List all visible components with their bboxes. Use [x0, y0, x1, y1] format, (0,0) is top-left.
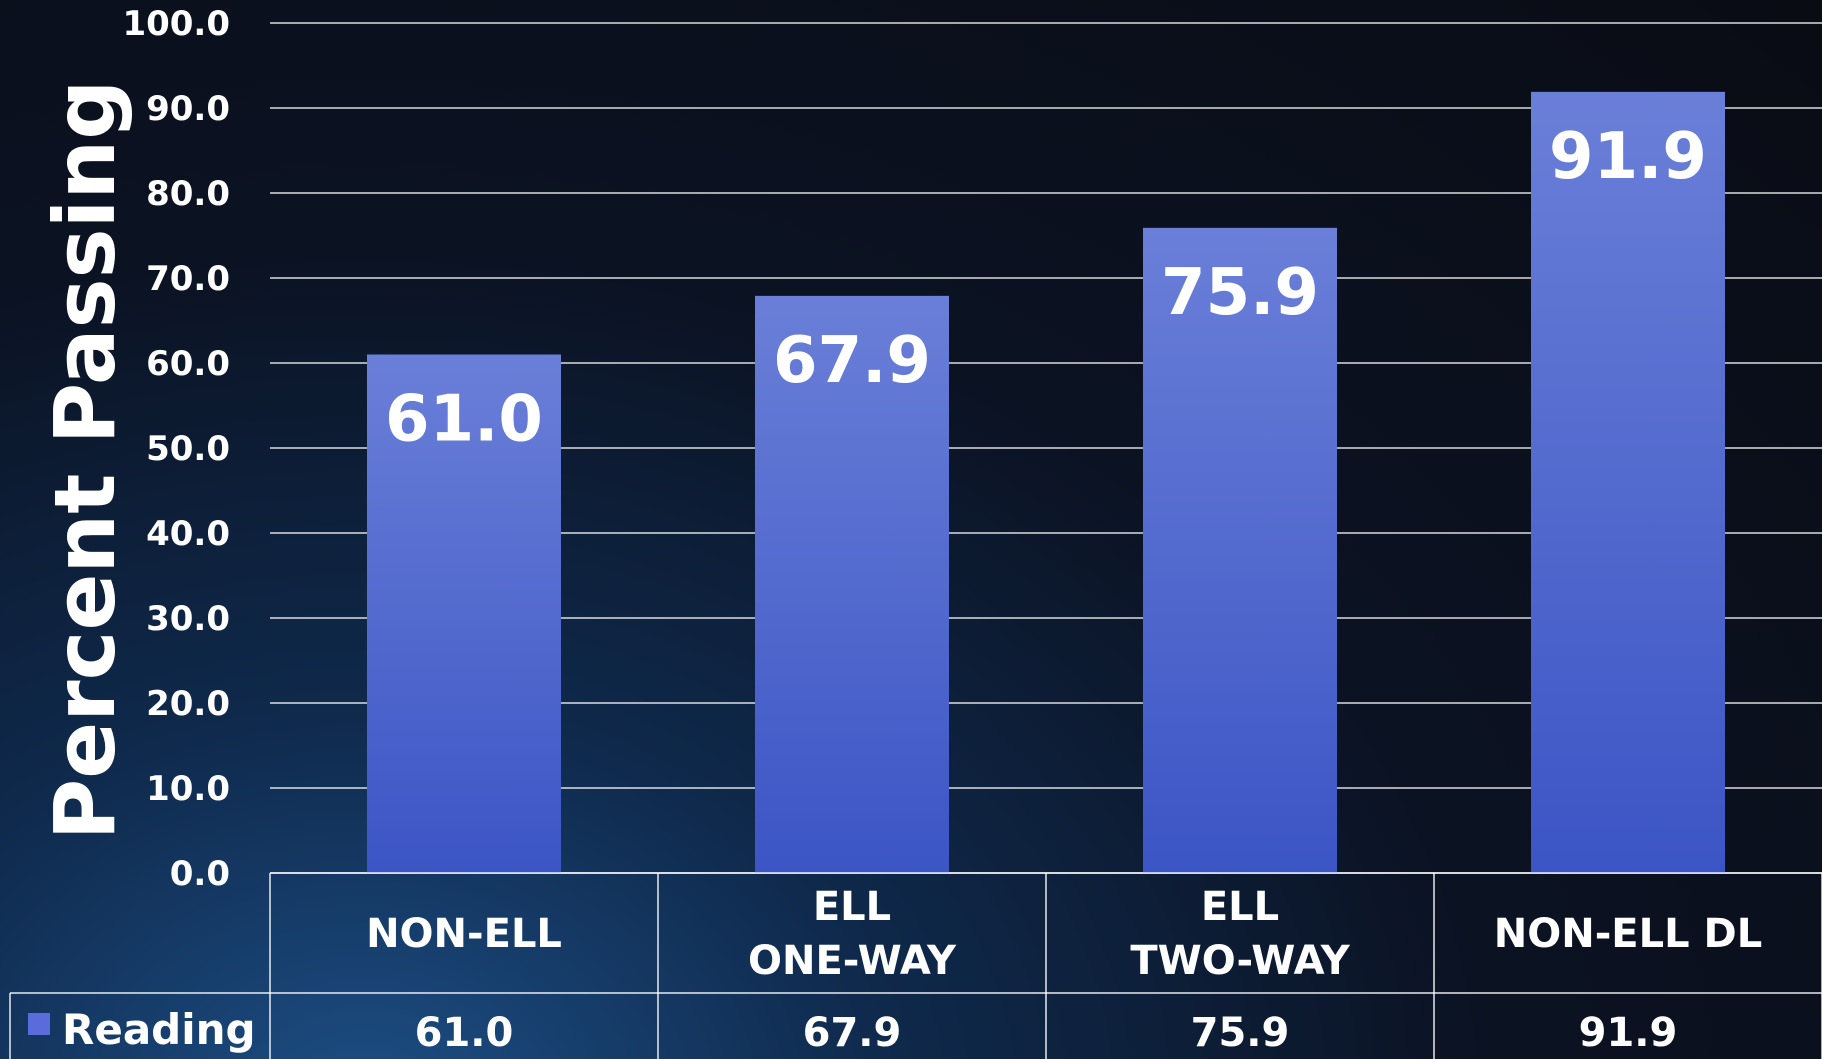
bar-value-labels: 61.0 67.9 75.9 91.9: [385, 120, 1707, 457]
table-cell-value: 75.9: [1191, 1010, 1290, 1056]
bar: [367, 354, 561, 873]
table-cell-value: 61.0: [415, 1010, 514, 1056]
bar: [1143, 227, 1337, 874]
y-tick-label: 60.0: [146, 344, 230, 384]
legend-series-name: Reading: [62, 1005, 256, 1054]
bar: [1531, 91, 1725, 874]
bar-value-label: 61.0: [385, 383, 543, 457]
category-label: TWO-WAY: [1130, 938, 1350, 984]
category-label: NON-ELL: [366, 911, 562, 957]
y-tick-label: 80.0: [146, 174, 230, 214]
y-tick-label: 100.0: [122, 4, 230, 44]
data-table: NON-ELL ELL ONE-WAY ELL TWO-WAY NON-ELL DL Rea…: [9, 872, 1822, 1059]
y-tick-label: 70.0: [146, 259, 230, 299]
y-tick-label: 30.0: [146, 599, 230, 639]
bar: [755, 295, 949, 874]
y-tick-label: 0.0: [170, 854, 230, 894]
table-cell-value: 67.9: [803, 1010, 902, 1056]
bars: [367, 91, 1725, 874]
legend-swatch: [28, 1013, 50, 1035]
y-tick-label: 20.0: [146, 684, 230, 724]
category-label: NON-ELL DL: [1494, 911, 1762, 957]
y-axis-ticks: 0.0 10.0 20.0 30.0 40.0 50.0 60.0 70.0 80.0 90.0 1…: [122, 4, 230, 894]
bar-value-label: 67.9: [773, 324, 931, 398]
y-tick-label: 90.0: [146, 89, 230, 129]
y-tick-label: 10.0: [146, 769, 230, 809]
y-tick-label: 50.0: [146, 429, 230, 469]
category-label: ONE-WAY: [748, 938, 957, 984]
category-label: ELL: [1201, 884, 1279, 930]
bar-value-label: 75.9: [1161, 256, 1319, 330]
y-axis-title: Percent Passing: [36, 80, 134, 841]
bar-value-label: 91.9: [1549, 120, 1707, 194]
category-label: ELL: [813, 884, 891, 930]
y-tick-label: 40.0: [146, 514, 230, 554]
table-cell-value: 91.9: [1579, 1010, 1678, 1056]
